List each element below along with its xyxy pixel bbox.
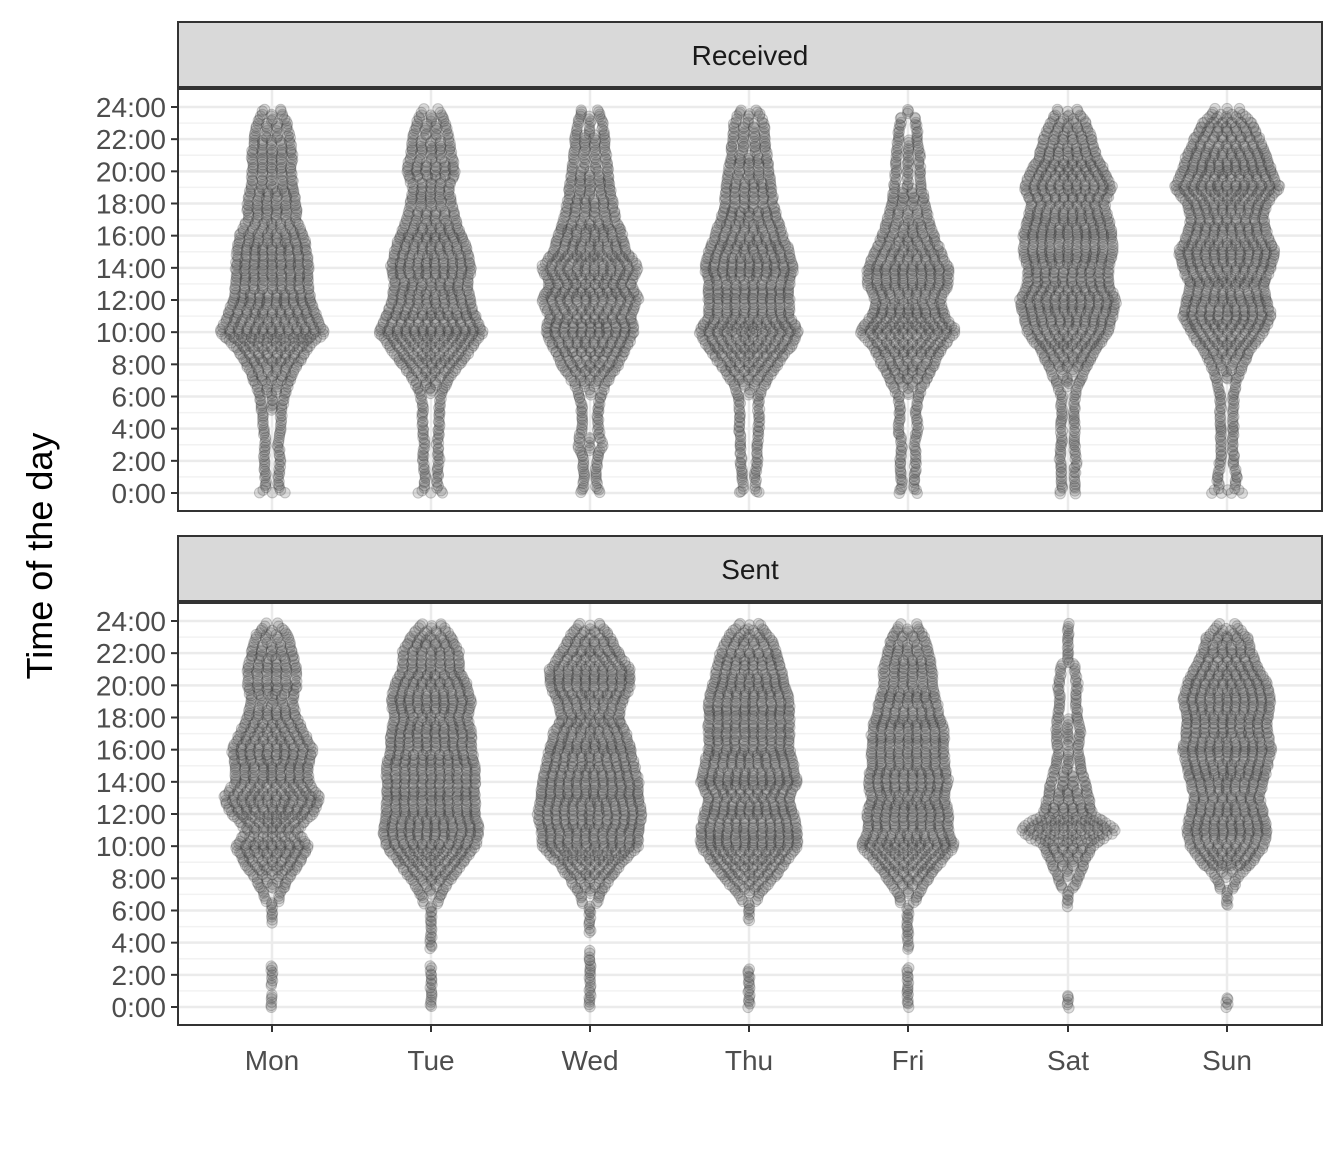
data-point	[576, 105, 586, 115]
facet-received: Received 0:002:004:006:008:0010:0012:001…	[96, 22, 1322, 511]
data-point	[736, 105, 746, 115]
data-point	[276, 104, 286, 114]
data-point	[419, 104, 429, 114]
data-point	[433, 104, 443, 114]
data-point	[903, 105, 913, 115]
facet-strip-label: Received	[692, 40, 809, 71]
data-point	[592, 105, 602, 115]
data-point	[259, 104, 269, 114]
data-point	[751, 105, 761, 115]
